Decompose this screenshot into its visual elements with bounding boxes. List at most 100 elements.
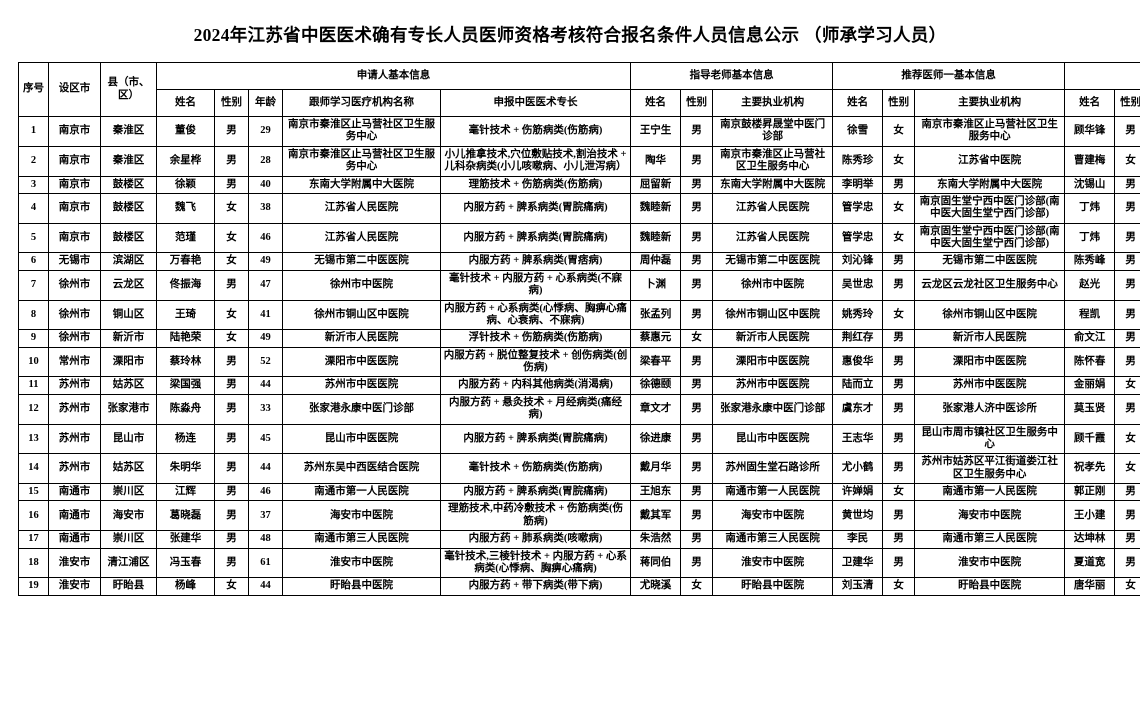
cell-rec1-org: 南通市第一人民医院	[914, 482, 1066, 502]
cell-index: 18	[18, 547, 49, 579]
cell-rec1-sex: 女	[882, 145, 916, 177]
cell-teacher-sex: 男	[680, 222, 714, 254]
cell-rec2-sex: 女	[1114, 376, 1140, 395]
cell-learn-org: 盱眙县中医院	[282, 577, 441, 596]
cell-learn-org: 昆山市中医医院	[282, 423, 441, 455]
cell-applicant-sex: 男	[214, 530, 249, 549]
cell-rec2-sex: 男	[1114, 547, 1140, 579]
col-header-applicant-sex: 性别	[214, 89, 249, 117]
cell-specialty: 内服方药 + 脾系病类(胃脘痛病)	[439, 222, 632, 254]
cell-rec1-sex: 男	[882, 453, 916, 484]
table-row: 8 徐州市 铜山区 王琦女 41 徐州市铜山区中医院 内服方药 + 心系病类(心悸病、胸痹心…	[18, 299, 1140, 331]
cell-rec2-name: 夏道宽	[1064, 547, 1116, 579]
cell-city: 南京市	[48, 192, 101, 224]
table-row: 11 苏州市 姑苏区 梁国强男 44 苏州市中医医院 内服方药 + 内科其他病类(消渴病) 徐…	[18, 376, 1140, 395]
cell-teacher-sex: 男	[680, 192, 714, 224]
cell-teacher-sex: 女	[680, 329, 714, 348]
cell-applicant-age: 40	[248, 175, 283, 194]
table-row: 19 淮安市 盱眙县 杨峰女 44 盱眙县中医院 内服方药 + 带下病类(带下病) 尤晓溪女盱…	[18, 577, 1140, 596]
cell-specialty: 内服方药 + 脾系病类(胃脘痛病)	[439, 482, 632, 502]
cell-rec1-sex: 男	[882, 346, 916, 378]
cell-teacher-name: 戴其军	[630, 500, 682, 532]
table-row: 10 常州市 溧阳市 蔡玲林男 52 溧阳市中医医院 内服方药 + 脱位整复技术 + 创伤病…	[18, 346, 1140, 378]
cell-applicant-sex: 男	[214, 175, 249, 194]
cell-rec2-name: 程凯	[1064, 299, 1116, 331]
cell-rec1-org: 昆山市周市镇社区卫生服务中心	[914, 423, 1066, 455]
cell-applicant-name: 陈淼舟	[156, 393, 215, 425]
cell-rec1-org: 张家港人济中医诊所	[914, 393, 1066, 425]
table-row: 1 南京市 秦淮区 董俊男 29 南京市秦淮区止马营社区卫生服务中心 毫针技术 + 伤筋病类…	[18, 116, 1140, 147]
table-row: 5 南京市 鼓楼区 范瑾女 46 江苏省人民医院 内服方药 + 脾系病类(胃脘痛病) 魏睦新男…	[18, 222, 1140, 254]
cell-index: 1	[18, 116, 49, 147]
cell-city: 徐州市	[48, 299, 101, 331]
cell-county: 滨湖区	[100, 252, 157, 271]
cell-county: 鼓楼区	[100, 222, 157, 254]
cell-rec1-name: 李明举	[832, 175, 884, 194]
cell-county: 盱眙县	[100, 577, 157, 596]
cell-rec2-name: 沈锡山	[1064, 175, 1116, 194]
cell-rec1-org: 南京固生堂宁西中医门诊部(南中医大固生堂宁西门诊部)	[914, 192, 1066, 224]
header-row-groups: 序号 设区市 县（市、区） 申请人基本信息 指导老师基本信息 推荐医师一基本信息…	[18, 62, 1140, 117]
cell-applicant-age: 46	[248, 222, 283, 254]
cell-teacher-org: 海安市中医院	[712, 500, 834, 532]
cell-learn-org: 江苏省人民医院	[282, 222, 441, 254]
cell-rec1-name: 卫建华	[832, 547, 884, 579]
cell-learn-org: 溧阳市中医医院	[282, 346, 441, 378]
cell-applicant-age: 49	[248, 252, 283, 271]
cell-learn-org: 淮安市中医院	[282, 547, 441, 579]
cell-applicant-sex: 男	[214, 145, 249, 177]
cell-learn-org: 南京市秦淮区止马营社区卫生服务中心	[282, 116, 441, 147]
cell-rec1-name: 惠俊华	[832, 346, 884, 378]
cell-county: 铜山区	[100, 299, 157, 331]
cell-rec2-sex: 男	[1114, 192, 1140, 224]
cell-rec2-sex: 女	[1114, 423, 1140, 455]
cell-specialty: 内服方药 + 带下病类(带下病)	[439, 577, 632, 596]
cell-rec2-sex: 女	[1114, 145, 1140, 177]
cell-learn-org: 无锡市第二中医医院	[282, 252, 441, 271]
cell-teacher-sex: 男	[680, 453, 714, 484]
cell-teacher-sex: 男	[680, 269, 714, 301]
cell-applicant-age: 45	[248, 423, 283, 455]
cell-city: 南京市	[48, 175, 101, 194]
cell-rec1-sex: 男	[882, 547, 916, 579]
cell-teacher-org: 苏州市中医医院	[712, 376, 834, 395]
cell-specialty: 内服方药 + 脾系病类(胃脘痛病)	[439, 423, 632, 455]
cell-teacher-name: 章文才	[630, 393, 682, 425]
table-row: 15 南通市 崇川区 江辉男 46 南通市第一人民医院 内服方药 + 脾系病类(胃脘痛病) 王…	[18, 482, 1140, 502]
cell-city: 苏州市	[48, 376, 101, 395]
cell-learn-org: 张家港永康中医门诊部	[282, 393, 441, 425]
cell-rec2-name: 陈秀峰	[1064, 252, 1116, 271]
cell-teacher-org: 江苏省人民医院	[712, 192, 834, 224]
cell-learn-org: 东南大学附属中大医院	[282, 175, 441, 194]
cell-applicant-name: 葛晓磊	[156, 500, 215, 532]
cell-rec1-org: 南京固生堂宁西中医门诊部(南中医大固生堂宁西门诊部)	[914, 222, 1066, 254]
cell-rec1-org: 东南大学附属中大医院	[914, 175, 1066, 194]
cell-applicant-age: 29	[248, 116, 283, 147]
cell-teacher-org: 盱眙县中医院	[712, 577, 834, 596]
cell-rec2-name: 达坤林	[1064, 530, 1116, 549]
cell-teacher-org: 江苏省人民医院	[712, 222, 834, 254]
cell-rec1-name: 荆红存	[832, 329, 884, 348]
cell-rec2-name: 王小建	[1064, 500, 1116, 532]
cell-rec1-sex: 男	[882, 252, 916, 271]
cell-rec1-sex: 女	[882, 222, 916, 254]
cell-applicant-name: 徐颖	[156, 175, 215, 194]
cell-applicant-name: 张建华	[156, 530, 215, 549]
cell-index: 14	[18, 453, 49, 484]
cell-teacher-org: 南通市第三人民医院	[712, 530, 834, 549]
cell-teacher-name: 魏睦新	[630, 192, 682, 224]
cell-specialty: 毫针技术 + 内服方药 + 心系病类(不寐病)	[439, 269, 632, 301]
col-header-city: 设区市	[48, 62, 101, 117]
cell-specialty: 内服方药 + 脱位整复技术 + 创伤病类(创伤病)	[439, 346, 632, 378]
cell-specialty: 毫针技术 + 伤筋病类(伤筋病)	[439, 116, 632, 147]
cell-teacher-name: 陶华	[630, 145, 682, 177]
cell-learn-org: 海安市中医院	[282, 500, 441, 532]
cell-specialty: 内服方药 + 脾系病类(胃脘痛病)	[439, 192, 632, 224]
col-header-rec2-name: 姓名	[1064, 89, 1116, 117]
cell-county: 鼓楼区	[100, 175, 157, 194]
cell-city: 南京市	[48, 145, 101, 177]
cell-rec1-name: 姚秀玲	[832, 299, 884, 331]
cell-rec2-sex: 男	[1114, 222, 1140, 254]
cell-rec1-name: 刘沁锋	[832, 252, 884, 271]
cell-teacher-name: 徐进康	[630, 423, 682, 455]
